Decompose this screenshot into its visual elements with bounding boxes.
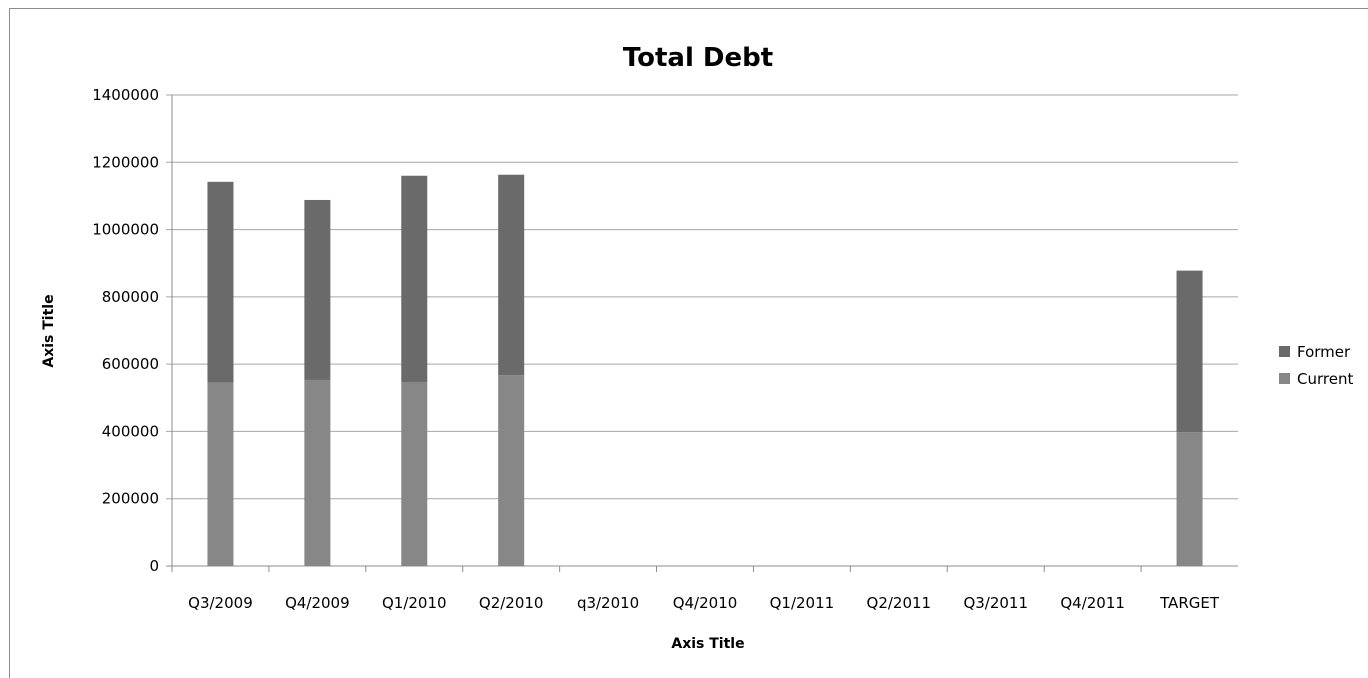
y-tick-label: 600000 bbox=[102, 355, 159, 373]
bar-segment-former bbox=[1176, 270, 1203, 433]
x-tick-label: Q2/2010 bbox=[479, 594, 544, 612]
bars bbox=[207, 174, 1203, 566]
x-tick-label: Q1/2010 bbox=[382, 594, 447, 612]
bar-segment-current bbox=[1176, 432, 1203, 566]
x-axis-title: Axis Title bbox=[671, 636, 744, 652]
bar-segment-former bbox=[498, 174, 525, 376]
y-tick-label: 400000 bbox=[102, 422, 159, 440]
x-tick-label: Q2/2011 bbox=[867, 594, 932, 612]
legend-swatch-current bbox=[1279, 373, 1290, 384]
legend: Former Current bbox=[1279, 343, 1353, 388]
chart-title: Total Debt bbox=[623, 43, 773, 73]
x-tick-label: q3/2010 bbox=[577, 594, 639, 612]
x-tick-label: Q4/2010 bbox=[673, 594, 738, 612]
bar-segment-current bbox=[207, 382, 234, 566]
x-tick-label: TARGET bbox=[1159, 594, 1220, 612]
y-tick-label: 1000000 bbox=[92, 221, 159, 239]
x-tick-label: Q4/2009 bbox=[285, 594, 350, 612]
chart-frame bbox=[9, 8, 1368, 678]
y-tick-label: 200000 bbox=[102, 490, 159, 508]
bar-segment-current bbox=[498, 375, 525, 566]
legend-swatch-former bbox=[1279, 346, 1290, 357]
bar-segment-former bbox=[207, 181, 234, 383]
bar-segment-current bbox=[304, 379, 331, 566]
bar-segment-former bbox=[401, 175, 428, 382]
x-tick-label: Q3/2009 bbox=[188, 594, 253, 612]
legend-label-current: Current bbox=[1297, 370, 1353, 388]
gridlines bbox=[166, 94, 1238, 572]
y-tick-label: 0 bbox=[149, 557, 159, 575]
y-axis-title: Axis Title bbox=[41, 294, 57, 367]
y-axis-ticks: 0 200000 400000 600000 800000 1000000 1200000 1… bbox=[92, 86, 159, 575]
y-tick-label: 1400000 bbox=[92, 86, 159, 104]
legend-label-former: Former bbox=[1297, 343, 1351, 361]
y-tick-label: 800000 bbox=[102, 288, 159, 306]
x-axis-ticks: Q3/2009 Q4/2009 Q1/2010 Q2/2010 q3/2010 Q4/20… bbox=[188, 594, 1220, 612]
y-tick-label: 1200000 bbox=[92, 153, 159, 171]
x-tick-label: Q1/2011 bbox=[770, 594, 835, 612]
bar-segment-current bbox=[401, 381, 428, 566]
x-tick-label: Q4/2011 bbox=[1060, 594, 1125, 612]
x-tick-label: Q3/2011 bbox=[963, 594, 1028, 612]
bar-segment-former bbox=[304, 199, 331, 380]
